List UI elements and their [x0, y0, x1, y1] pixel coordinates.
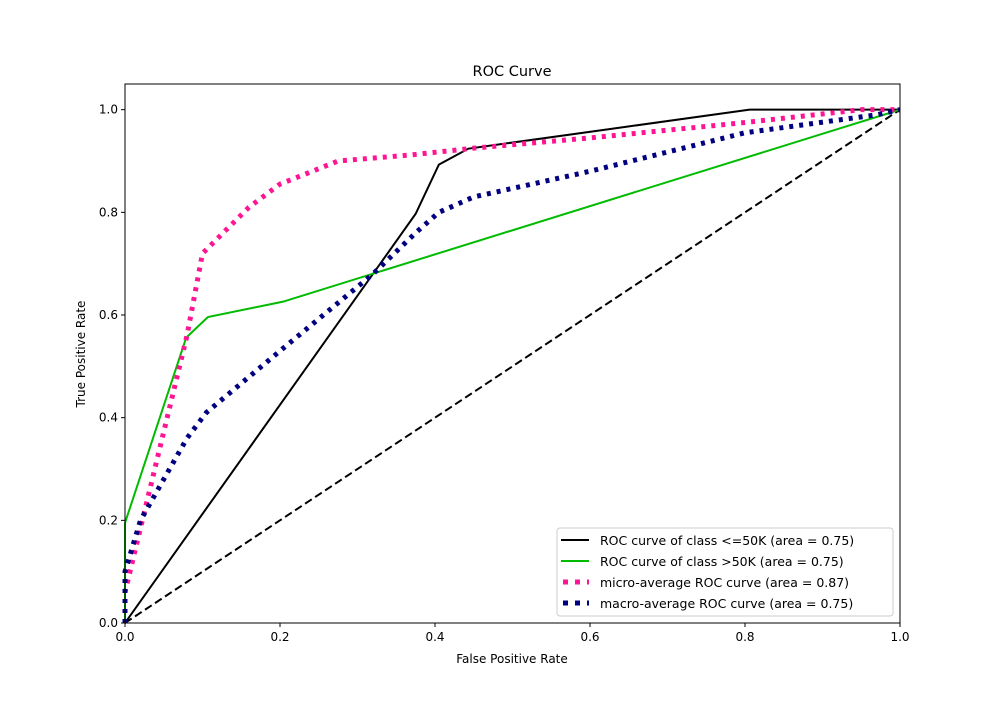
series-line-0 — [124, 108, 900, 624]
legend-entry: ROC curve of class <=50K (area = 0.75) — [600, 533, 854, 548]
legend: ROC curve of class <=50K (area = 0.75) RO… — [556, 527, 894, 617]
x-tick-label: 0.2 — [270, 630, 289, 644]
axis-ticks: 0.0 0.2 0.4 0.6 0.8 1.0 0.0 0.2 0.4 0.6 0.8 1.0 — [99, 103, 910, 644]
legend-entry: micro-average ROC curve (area = 0.87) — [600, 575, 849, 590]
y-tick-label: 0.0 — [99, 616, 118, 630]
x-tick-label: 1.0 — [890, 630, 909, 644]
axes-frame — [124, 83, 901, 624]
x-tick-label: 0.8 — [735, 630, 754, 644]
x-tick-label: 0.6 — [580, 630, 599, 644]
chart-title: ROC Curve — [473, 64, 552, 80]
x-axis-label: False Positive Rate — [456, 652, 568, 666]
y-tick-label: 0.2 — [99, 513, 118, 527]
series-line-3 — [122, 107, 901, 623]
legend-entry: ROC curve of class >50K (area = 0.75) — [600, 554, 844, 569]
y-axis-label: True Positive Rate — [74, 301, 88, 409]
y-tick-label: 1.0 — [99, 103, 118, 117]
legend-entry: macro-average ROC curve (area = 0.75) — [600, 596, 853, 611]
x-tick-label: 0.4 — [425, 630, 444, 644]
legend-box — [556, 527, 894, 617]
y-tick-label: 0.8 — [99, 205, 118, 219]
x-tick-label: 0.0 — [115, 630, 134, 644]
series-line-2 — [122, 107, 900, 623]
y-tick-label: 0.4 — [99, 411, 118, 425]
series-line-4 — [124, 108, 901, 624]
y-tick-label: 0.6 — [99, 308, 118, 322]
